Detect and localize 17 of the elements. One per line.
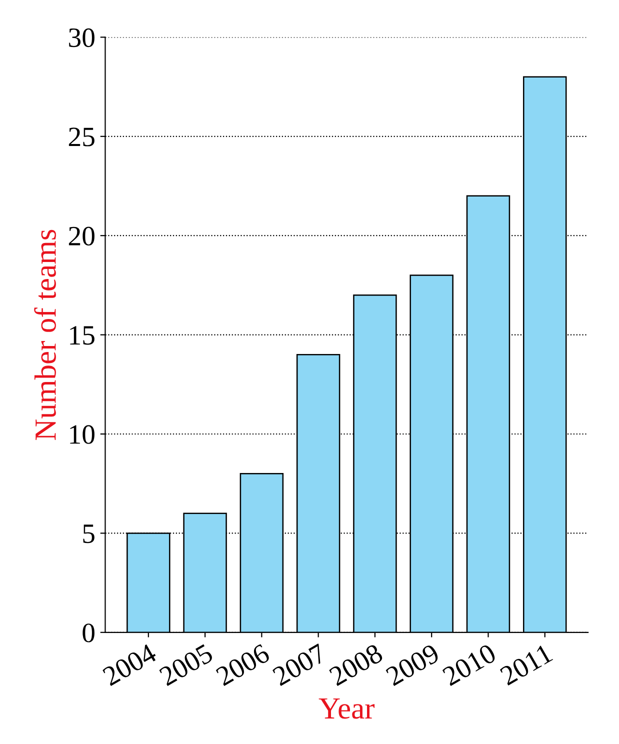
x-tick-label: 2004 [102,643,158,686]
y-tick-label: 20 [68,226,94,246]
x-tick-label: 2005 [158,643,214,686]
y-tick-label: 30 [69,28,94,48]
y-tick-label: 5 [83,524,94,544]
x-tick-label: 2006 [215,643,271,686]
x-axis-title: Year [318,698,375,719]
x-tick-label: 2010 [442,643,498,686]
y-tick-label: 10 [70,425,94,444]
x-tick-label: 2008 [328,643,384,686]
x-tick-label: 2011 [499,644,554,686]
y-axis-title: Number of teams [34,230,56,440]
x-tick-label: 2007 [272,643,328,686]
y-tick-label: 25 [68,128,94,146]
y-tick-label: 15 [70,326,94,345]
x-tick-label: 2009 [384,643,440,686]
y-tick-label: 0 [82,624,94,642]
